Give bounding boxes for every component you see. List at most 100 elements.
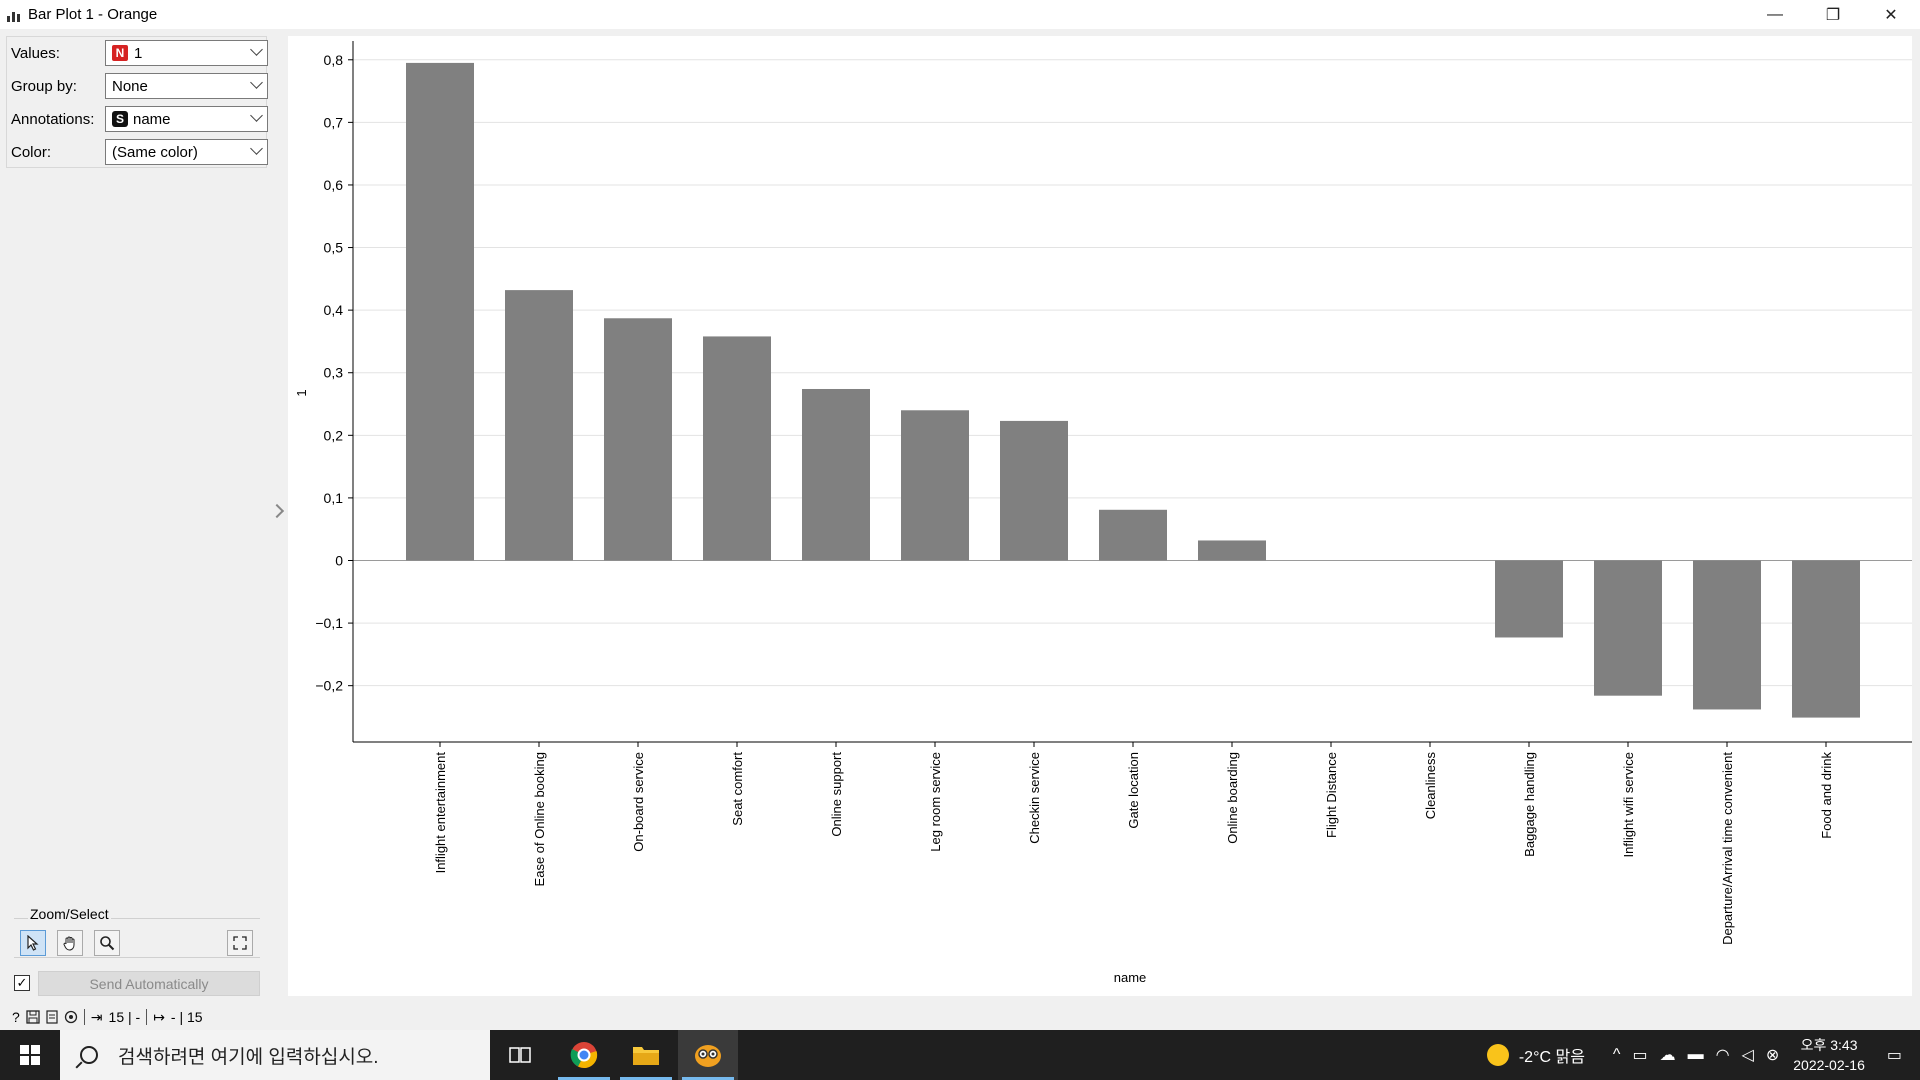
send-automatically-checkbox[interactable]: ✓ <box>14 975 30 991</box>
values-value: 1 <box>134 44 143 62</box>
values-combo[interactable]: N 1 <box>105 40 268 66</box>
hand-pan-icon[interactable] <box>57 930 83 956</box>
bar[interactable] <box>604 318 672 561</box>
x-axis-label: name <box>1114 970 1147 985</box>
plot-settings-panel: Values: N 1 Group by: None Annotations: … <box>6 36 268 168</box>
annotations-label: Annotations: <box>11 110 95 128</box>
y-tick-label: 0,2 <box>324 427 344 443</box>
x-tick-label: Inflight entertainment <box>433 752 448 874</box>
bar[interactable] <box>901 410 969 561</box>
volume-icon[interactable]: ◁ <box>1741 1047 1754 1064</box>
annotations-row: Annotations: S name <box>11 106 271 132</box>
notifications-icon[interactable]: ▭ <box>1886 1047 1902 1064</box>
fit-view-icon[interactable] <box>227 930 253 956</box>
x-tick-label: Departure/Arrival time convenient <box>1720 752 1735 945</box>
bar[interactable] <box>703 336 771 561</box>
y-tick-label: −0,2 <box>315 678 343 694</box>
x-tick-label: Flight Distance <box>1324 752 1339 838</box>
input-signal-icon: ⇥ <box>90 1008 103 1025</box>
bar[interactable] <box>1099 509 1167 561</box>
search-icon <box>80 1046 98 1064</box>
windows-taskbar: 검색하려면 여기에 입력하십시오. -2°C 맑음 ^ ▭ ☁ ▬ ◠ ◁ ⊗ … <box>0 1030 1920 1080</box>
bar[interactable] <box>505 290 573 561</box>
y-tick-label: 0,5 <box>324 240 344 256</box>
report-icon[interactable] <box>46 1010 58 1024</box>
bar-plot-area[interactable]: 0,8 0,7 0,6 0,5 0,4 0,3 0,2 0,1 0 −0,1 −0,2 Infligh… <box>288 36 1912 996</box>
group-by-combo[interactable]: None <box>105 73 268 99</box>
close-button[interactable]: ✕ <box>1884 6 1898 24</box>
values-row: Values: N 1 <box>11 40 271 66</box>
bar[interactable] <box>1495 560 1563 638</box>
x-tick-label: Leg room service <box>928 752 943 852</box>
color-value: (Same color) <box>112 143 198 161</box>
restore-button[interactable]: ❐ <box>1825 6 1841 24</box>
zoom-magnifier-icon[interactable] <box>94 930 120 956</box>
bar[interactable] <box>1198 540 1266 561</box>
bar[interactable] <box>1693 560 1761 710</box>
x-tick-label: Checkin service <box>1027 752 1042 844</box>
taskbar-clock[interactable]: 오후 3:43 2022-02-16 <box>1793 1035 1865 1075</box>
bar[interactable] <box>802 388 870 561</box>
taskbar-search-box[interactable]: 검색하려면 여기에 입력하십시오. <box>60 1030 490 1080</box>
string-variable-icon: S <box>112 111 128 127</box>
y-tick-label: 0 <box>335 552 343 568</box>
chrome-icon[interactable] <box>554 1030 614 1080</box>
weather-text[interactable]: -2°C 맑음 <box>1518 1049 1585 1066</box>
wifi-icon[interactable]: ◠ <box>1715 1047 1730 1064</box>
group-by-row: Group by: None <box>11 73 271 99</box>
bar[interactable] <box>406 62 474 561</box>
chevron-down-icon <box>250 43 263 56</box>
separator <box>83 1009 85 1025</box>
onedrive-cloud-icon[interactable]: ☁ <box>1659 1047 1676 1064</box>
clock-time: 오후 3:43 <box>1800 1037 1858 1053</box>
x-tick-label: Cleanliness <box>1423 752 1438 820</box>
x-tick-label: Food and drink <box>1819 752 1834 839</box>
status-bar: ? ⇥ 15 | - ↦ - | 15 <box>0 1004 1920 1030</box>
windows-start-icon[interactable] <box>0 1030 60 1080</box>
x-tick-label: Ease of Online booking <box>532 752 547 886</box>
y-tick-label: 0,6 <box>324 177 344 193</box>
save-icon[interactable] <box>26 1010 40 1024</box>
bar-chart-icon <box>7 8 21 22</box>
system-tray: -2°C 맑음 ^ ▭ ☁ ▬ ◠ ◁ ⊗ 오후 3:43 2022-02-16… <box>1486 1030 1920 1080</box>
numeric-variable-icon: N <box>112 45 128 61</box>
x-tick-label: Baggage handling <box>1522 752 1537 857</box>
task-view-icon[interactable] <box>490 1030 550 1080</box>
bar[interactable] <box>1594 560 1662 696</box>
battery-icon[interactable]: ▬ <box>1687 1046 1704 1063</box>
x-tick-label: Inflight wifi service <box>1621 752 1636 857</box>
minimize-button[interactable]: — <box>1767 5 1783 23</box>
annotations-combo[interactable]: S name <box>105 106 268 132</box>
help-icon[interactable]: ? <box>12 1009 20 1025</box>
chevron-down-icon <box>250 142 263 155</box>
collapse-panel-chevron-icon[interactable] <box>269 503 285 519</box>
color-combo[interactable]: (Same color) <box>105 139 268 165</box>
y-tick-label: 0,1 <box>324 490 344 506</box>
color-label: Color: <box>11 143 52 161</box>
bar[interactable] <box>1792 560 1860 718</box>
x-tick-label: Gate location <box>1126 752 1141 829</box>
taskbar-search-placeholder: 검색하려면 여기에 입력하십시오. <box>118 1046 379 1068</box>
group-by-value: None <box>112 77 148 95</box>
x-tick-label: Online support <box>829 752 844 837</box>
chevron-down-icon <box>250 109 263 122</box>
input-count: 15 | - <box>108 1009 141 1025</box>
bar-plot-svg: 0,8 0,7 0,6 0,5 0,4 0,3 0,2 0,1 0 −0,1 −0,2 Infligh… <box>294 41 1912 985</box>
values-label: Values: <box>11 44 60 62</box>
clock-date: 2022-02-16 <box>1793 1057 1865 1073</box>
y-tick-label: 0,8 <box>324 52 344 68</box>
pointer-icon[interactable] <box>20 930 46 956</box>
x-tick-label: On-board service <box>631 752 646 852</box>
annotations-value: name <box>133 110 171 128</box>
title-bar: Bar Plot 1 - Orange — ❐ ✕ <box>0 0 1920 29</box>
bar[interactable] <box>1000 420 1068 561</box>
meet-icon[interactable]: ▭ <box>1632 1047 1648 1064</box>
chevron-up-icon[interactable]: ^ <box>1612 1046 1621 1063</box>
visual-settings-icon[interactable] <box>64 1010 78 1024</box>
bars <box>406 62 1860 718</box>
mute-x-icon[interactable]: ⊗ <box>1765 1047 1780 1064</box>
send-automatically-button[interactable]: Send Automatically <box>38 971 260 996</box>
x-tick-label: Seat comfort <box>730 752 745 826</box>
file-explorer-icon[interactable] <box>616 1030 676 1080</box>
orange-app-icon[interactable] <box>678 1030 738 1080</box>
